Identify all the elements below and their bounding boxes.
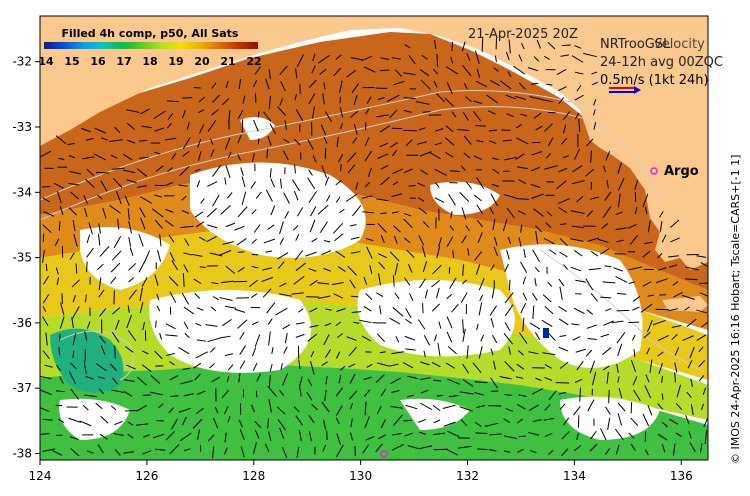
x-tick-label: 128 bbox=[242, 469, 265, 483]
y-tick-label: -35 bbox=[12, 251, 32, 265]
argo-legend-marker bbox=[650, 167, 658, 175]
argo-float-marker bbox=[380, 450, 388, 458]
argo-label: Argo bbox=[664, 164, 699, 179]
x-tick-label: 132 bbox=[456, 469, 479, 483]
x-tick-label: 136 bbox=[670, 469, 693, 483]
colorbar-tick-label: 20 bbox=[194, 55, 210, 68]
plot-frame bbox=[39, 15, 709, 461]
sst-green-band bbox=[40, 365, 708, 460]
current-vectors bbox=[40, 37, 708, 459]
colorbar-title: Filled 4h comp, p50, All Sats bbox=[62, 27, 239, 40]
x-axis-ticks: 124 126 128 130 132 134 136 bbox=[29, 460, 693, 483]
velocity-legend-line2: 24-12h avg 00ZQC bbox=[600, 55, 723, 70]
velocity-legend-line1: NRTrooGSL bbox=[600, 37, 671, 52]
y-tick-label: -38 bbox=[12, 446, 32, 460]
colorbar-tick-label: 19 bbox=[168, 55, 183, 68]
x-tick-label: 134 bbox=[563, 469, 586, 483]
colorbar-ticks: 14 15 16 17 18 19 20 21 22 bbox=[38, 55, 261, 68]
x-tick-label: 126 bbox=[135, 469, 158, 483]
velocity-scale-arrowhead bbox=[634, 86, 641, 94]
y-tick-label: -32 bbox=[12, 55, 32, 69]
colorbar-tick-label: 17 bbox=[116, 55, 131, 68]
velocity-legend-line1-overlay: velocity bbox=[654, 37, 705, 52]
velocity-anomaly-marker bbox=[543, 328, 549, 338]
velocity-legend-line3: 0.5m/s (1kt 24h) bbox=[600, 73, 709, 88]
y-tick-label: -34 bbox=[12, 185, 32, 199]
y-tick-label: -33 bbox=[12, 120, 32, 134]
colorbar-tick-label: 15 bbox=[64, 55, 79, 68]
x-tick-label: 124 bbox=[29, 469, 52, 483]
colorbar-tick-label: 18 bbox=[142, 55, 157, 68]
map-date: 21-Apr-2025 20Z bbox=[468, 27, 578, 42]
colorbar-tick-label: 16 bbox=[90, 55, 106, 68]
bathymetry-contours bbox=[40, 89, 701, 381]
velocity-legend: NRTrooGSL velocity 24-12h avg 00ZQC 0.5m… bbox=[600, 37, 723, 94]
y-tick-label: -36 bbox=[12, 316, 32, 330]
side-credit: © IMOS 24-Apr-2025 16:16 Hobart; Tscale=… bbox=[729, 155, 742, 464]
x-tick-label: 130 bbox=[349, 469, 372, 483]
land-australia bbox=[40, 16, 708, 270]
colorbar-swatch bbox=[44, 42, 258, 49]
colorbar-tick-label: 14 bbox=[38, 55, 54, 68]
land-kangaroo-island bbox=[662, 296, 708, 312]
colorbar-tick-label: 21 bbox=[220, 55, 235, 68]
colorbar: Filled 4h comp, p50, All Sats 14 15 16 17 18… bbox=[38, 27, 261, 68]
sst-cool-patch bbox=[50, 328, 124, 393]
colorbar-tick-label: 22 bbox=[246, 55, 261, 68]
y-tick-label: -37 bbox=[12, 381, 32, 395]
y-axis-ticks: -32 -33 -34 -35 -36 -37 -38 bbox=[12, 55, 40, 460]
